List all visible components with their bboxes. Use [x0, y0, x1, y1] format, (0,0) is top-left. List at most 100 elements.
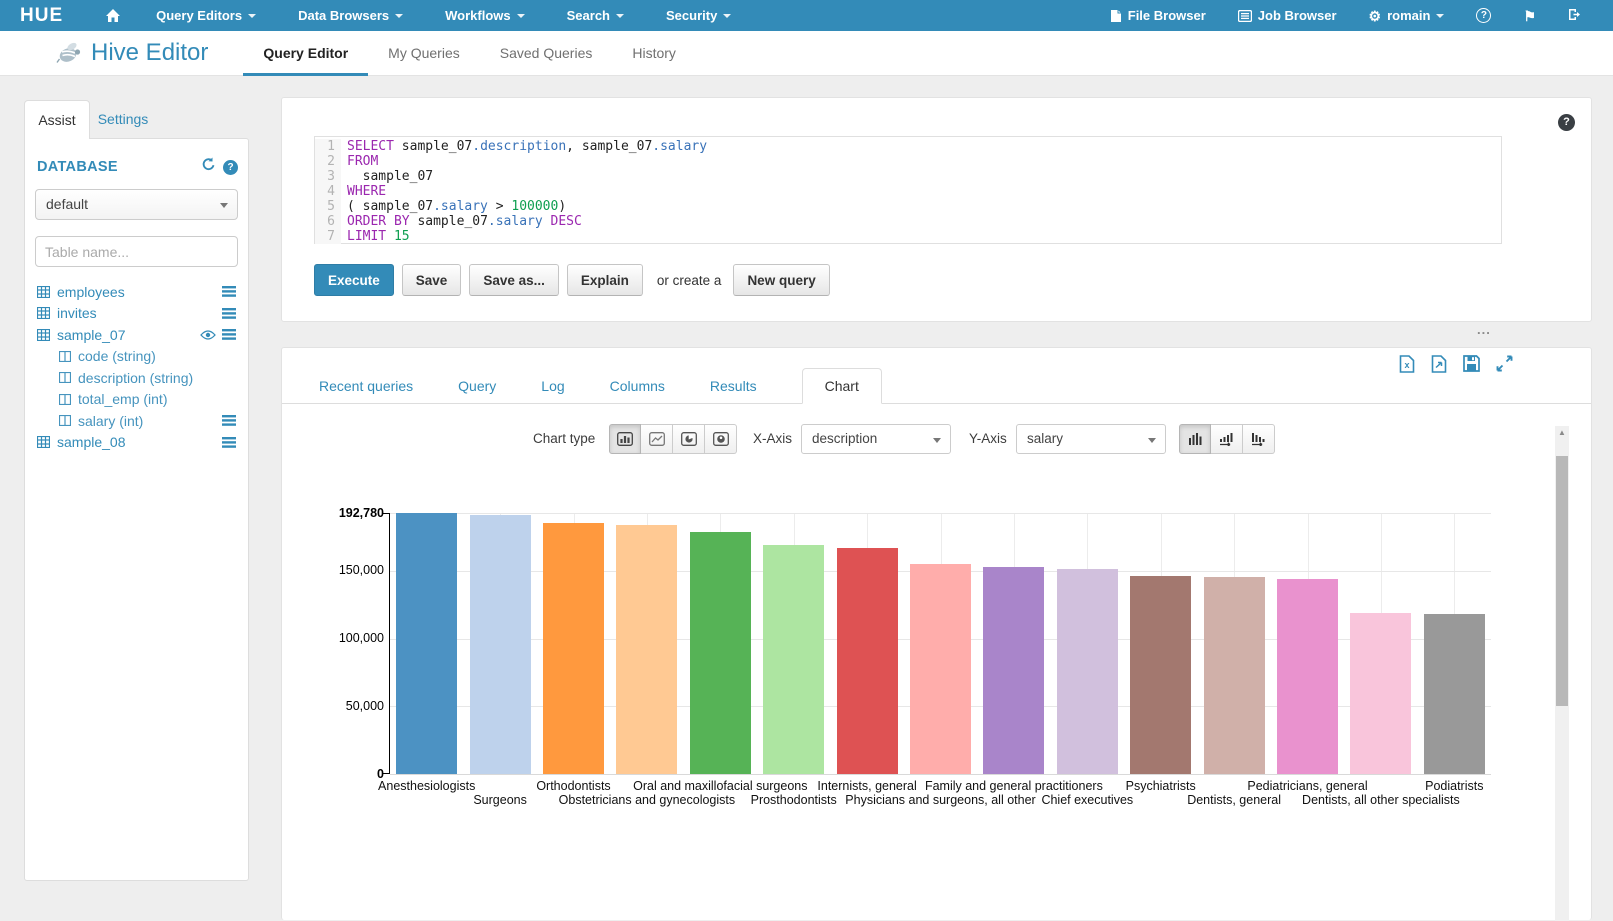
map-marker-icon: [712, 432, 729, 446]
chart-bar[interactable]: [396, 513, 458, 774]
chart-bar[interactable]: [469, 514, 531, 774]
table-row-employees[interactable]: employees: [37, 281, 240, 303]
results-scrollbar[interactable]: ▲: [1555, 426, 1569, 921]
table-row-invites[interactable]: invites: [37, 303, 240, 325]
panel-resize-grip[interactable]: ...: [1477, 322, 1491, 337]
download-xls-icon[interactable]: x: [1399, 355, 1415, 373]
app-title[interactable]: Hive Editor: [55, 39, 208, 67]
feedback-flag-button[interactable]: ⚑: [1523, 9, 1536, 23]
chart-bar[interactable]: [983, 566, 1045, 774]
menu-workflows[interactable]: Workflows: [445, 8, 525, 23]
table-menu-icon[interactable]: [222, 307, 236, 319]
chart-bar[interactable]: [910, 563, 971, 774]
x-tick-label: Pediatricians, general: [1247, 779, 1368, 793]
sort-asc-button[interactable]: [1211, 424, 1243, 454]
menu-search[interactable]: Search: [567, 8, 625, 23]
chart-bar[interactable]: [616, 525, 678, 774]
home-icon[interactable]: [105, 8, 121, 23]
expand-results-icon[interactable]: [1496, 355, 1513, 373]
table-menu-icon[interactable]: [222, 436, 236, 448]
chart-type-map-button[interactable]: [705, 424, 737, 454]
chart-bar[interactable]: [1130, 576, 1192, 774]
tab-chart[interactable]: Chart: [801, 368, 882, 404]
tab-columns[interactable]: Columns: [609, 378, 665, 394]
column-row-description[interactable]: description (string): [59, 367, 240, 389]
tab-assist[interactable]: Assist: [24, 100, 90, 139]
file-browser-link[interactable]: File Browser: [1110, 8, 1206, 23]
chart-bar[interactable]: [1056, 569, 1118, 774]
save-button[interactable]: Save: [401, 264, 462, 296]
menu-query-editors[interactable]: Query Editors: [156, 8, 257, 23]
chevron-down-icon: [395, 13, 404, 18]
tab-log[interactable]: Log: [541, 378, 565, 394]
tab-saved-queries[interactable]: Saved Queries: [499, 44, 593, 61]
results-panel: x Recent queries Query Log Columns Resul…: [281, 347, 1592, 921]
help-icon: ?: [1476, 8, 1492, 23]
y-axis-select[interactable]: salary: [1016, 424, 1166, 454]
code-line: 5 ( sample_07.salary > 100000): [315, 199, 1501, 214]
execute-button[interactable]: Execute: [314, 264, 394, 296]
table-menu-icon[interactable]: [222, 286, 236, 298]
chart-type-pie-button[interactable]: [673, 424, 705, 454]
user-menu[interactable]: ⚙ romain: [1369, 8, 1445, 23]
chart-bar[interactable]: [543, 523, 604, 774]
column-icon: [59, 415, 71, 427]
chart-bar[interactable]: [1203, 577, 1265, 774]
chart-bar[interactable]: [1350, 613, 1412, 774]
tab-settings[interactable]: Settings: [97, 111, 149, 127]
sign-out-button[interactable]: [1568, 8, 1583, 24]
query-help-icon[interactable]: ?: [1558, 114, 1575, 131]
code-line: 1 SELECT sample_07.description, sample_07…: [315, 139, 1501, 154]
sql-code-editor[interactable]: 1 SELECT sample_07.description, sample_07…: [314, 136, 1502, 244]
chart-bar[interactable]: [1277, 579, 1338, 774]
gears-icon: ⚙: [1368, 7, 1382, 24]
menu-security[interactable]: Security: [666, 8, 732, 23]
save-as-button[interactable]: Save as...: [469, 264, 559, 296]
query-toolbar: Execute Save Save as... Explain or creat…: [314, 264, 838, 296]
database-help-icon[interactable]: ?: [223, 159, 238, 175]
new-query-button[interactable]: New query: [733, 264, 830, 296]
tab-query[interactable]: Query: [458, 378, 497, 394]
chart-bar[interactable]: [689, 532, 751, 774]
column-row-salary[interactable]: salary (int): [59, 410, 240, 432]
scroll-up-icon[interactable]: ▲: [1558, 428, 1566, 437]
x-axis-select[interactable]: description: [801, 424, 951, 454]
job-browser-link[interactable]: Job Browser: [1237, 8, 1337, 23]
column-row-total-emp[interactable]: total_emp (int): [59, 389, 240, 411]
code-text: FROM: [347, 154, 379, 169]
table-menu-icon[interactable]: [222, 415, 236, 427]
tab-my-queries[interactable]: My Queries: [388, 44, 460, 61]
code-text: WHERE: [347, 184, 387, 199]
menu-data-browsers[interactable]: Data Browsers: [298, 8, 404, 23]
scrollbar-thumb[interactable]: [1556, 456, 1568, 706]
tab-results[interactable]: Results: [709, 378, 757, 394]
query-panel: ? 1 SELECT sample_07.description, sample_…: [281, 97, 1592, 322]
help-button[interactable]: ?: [1476, 8, 1492, 23]
x-tick-label: Psychiatrists: [1125, 779, 1196, 793]
chevron-down-icon: [248, 13, 257, 18]
save-results-icon[interactable]: [1463, 355, 1480, 373]
table-filter-input[interactable]: [35, 236, 238, 267]
table-row-sample-08[interactable]: sample_08: [37, 432, 240, 454]
tab-query-editor[interactable]: Query Editor: [243, 31, 368, 76]
chart-bar[interactable]: [1423, 613, 1485, 774]
sort-none-button[interactable]: [1179, 424, 1211, 454]
tab-history[interactable]: History: [632, 44, 676, 61]
y-tick-label: 100,000: [338, 631, 384, 646]
refresh-icon[interactable]: [201, 157, 216, 177]
chart-bar[interactable]: [836, 547, 898, 774]
hue-logo[interactable]: HUE: [20, 4, 64, 26]
table-menu-icon[interactable]: [222, 329, 236, 341]
column-row-code[interactable]: code (string): [59, 346, 240, 368]
sort-desc-button[interactable]: [1243, 424, 1275, 454]
chart-type-line-button[interactable]: [641, 424, 673, 454]
chart-type-bars-button[interactable]: [609, 424, 641, 454]
explain-button[interactable]: Explain: [566, 264, 643, 296]
table-row-sample-07[interactable]: sample_07: [37, 324, 240, 346]
download-csv-icon[interactable]: [1431, 355, 1447, 373]
tab-recent-queries[interactable]: Recent queries: [319, 378, 414, 394]
chart-bar[interactable]: [763, 544, 825, 774]
preview-eye-icon[interactable]: [200, 330, 216, 340]
code-text: LIMIT 15: [347, 229, 410, 244]
database-select[interactable]: default: [35, 189, 238, 220]
